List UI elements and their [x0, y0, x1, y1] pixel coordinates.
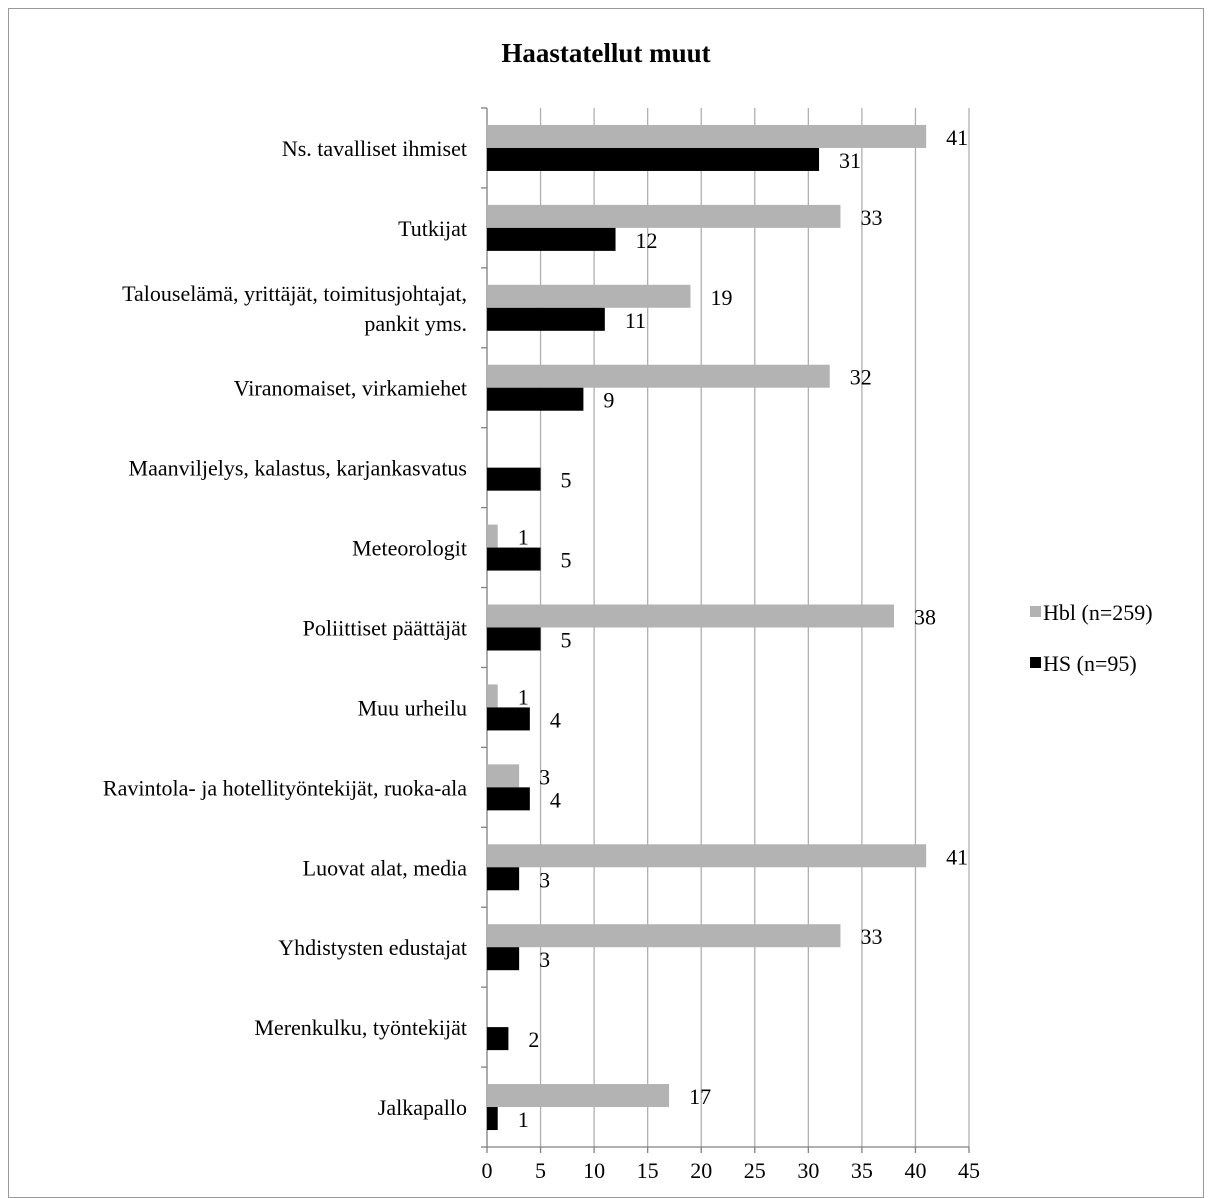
bar-hs	[487, 467, 541, 491]
x-tick-label: 20	[690, 1158, 712, 1183]
data-label-hs: 3	[539, 947, 550, 972]
bar-hs	[487, 707, 530, 731]
data-label-hs: 5	[561, 468, 572, 493]
bar-hs	[487, 147, 820, 171]
data-label-hbl: 33	[860, 924, 882, 949]
bar-hbl	[487, 284, 691, 308]
data-label-hs: 5	[561, 548, 572, 573]
data-label-hs: 9	[603, 388, 614, 413]
category-label: Poliittiset päättäjät	[303, 616, 467, 641]
bar-hbl	[487, 524, 498, 548]
bar-hs	[487, 307, 605, 331]
x-tick-label: 15	[637, 1158, 659, 1183]
bar-hbl	[487, 204, 841, 228]
data-label-hbl: 33	[860, 205, 882, 230]
category-label: Yhdistysten edustajat	[278, 935, 467, 960]
bar-hbl	[487, 684, 498, 708]
category-label: Meteorologit	[352, 536, 467, 561]
x-tick-label: 5	[535, 1158, 546, 1183]
bar-hs	[487, 547, 541, 571]
data-label-hs: 31	[839, 148, 861, 173]
data-label-hbl: 1	[518, 525, 529, 550]
category-label: Tutkijat	[398, 216, 467, 241]
data-label-hs: 1	[518, 1107, 529, 1132]
bar-hbl	[487, 844, 927, 868]
x-tick-label: 25	[744, 1158, 766, 1183]
x-tick-label: 10	[583, 1158, 605, 1183]
category-label: Ns. tavalliset ihmiset	[282, 136, 467, 161]
data-label-hbl: 32	[850, 365, 872, 390]
data-label-hbl: 38	[914, 605, 936, 630]
data-label-hs: 11	[625, 308, 646, 333]
category-label: Ravintola- ja hotellityöntekijät, ruoka-…	[103, 775, 467, 800]
legend: Hbl (n=259) HS (n=95)	[1030, 600, 1153, 702]
category-label: Merenkulku, työntekijät	[254, 1015, 467, 1040]
category-label: Viranomaiset, virkamiehet	[234, 376, 467, 401]
data-label-hs: 4	[550, 707, 561, 732]
data-label-hbl: 1	[518, 684, 529, 709]
data-label-hbl: 41	[946, 844, 968, 869]
legend-swatch-hbl	[1030, 605, 1041, 617]
bar-hs	[487, 947, 520, 971]
data-label-hbl: 41	[946, 125, 968, 150]
bar-hs	[487, 787, 530, 811]
x-tick-label: 0	[482, 1158, 493, 1183]
bar-hbl	[487, 124, 927, 148]
bar-hbl	[487, 924, 841, 948]
data-label-hs: 5	[561, 628, 572, 653]
data-label-hs: 4	[550, 787, 561, 812]
legend-swatch-hs	[1030, 656, 1041, 668]
legend-item-hbl: Hbl (n=259)	[1030, 600, 1153, 626]
data-label-hbl: 19	[711, 285, 733, 310]
x-tick-label: 30	[797, 1158, 819, 1183]
category-label: Maanviljelys, kalastus, karjankasvatus	[129, 456, 467, 481]
legend-label-hbl: Hbl (n=259)	[1043, 600, 1153, 625]
category-label: Jalkapallo	[378, 1095, 467, 1120]
data-label-hbl: 17	[689, 1084, 711, 1109]
bar-hbl	[487, 364, 830, 388]
bar-hs	[487, 1027, 509, 1051]
category-label: Luovat alat, media	[303, 855, 468, 880]
x-tick-label: 35	[851, 1158, 873, 1183]
x-tick-label: 40	[904, 1158, 926, 1183]
chart-title: Haastatellut muut	[501, 38, 711, 68]
category-label: Muu urheilu	[358, 695, 467, 720]
bar-hs	[487, 227, 616, 251]
category-label: Talouselämä, yrittäjät, toimitusjohtajat…	[122, 281, 467, 336]
bar-hbl	[487, 604, 895, 628]
data-label-hbl: 3	[539, 764, 550, 789]
bar-hbl	[487, 1084, 670, 1108]
data-label-hs: 2	[528, 1027, 539, 1052]
bar-hs	[487, 627, 541, 651]
legend-label-hs: HS (n=95)	[1043, 651, 1137, 676]
data-label-hs: 12	[636, 228, 658, 253]
x-tick-label: 45	[958, 1158, 980, 1183]
bar-hs	[487, 387, 584, 411]
bar-hs	[487, 867, 520, 891]
data-label-hs: 3	[539, 867, 550, 892]
bar-hbl	[487, 764, 520, 788]
legend-item-hs: HS (n=95)	[1030, 651, 1153, 677]
bar-hs	[487, 1107, 498, 1131]
